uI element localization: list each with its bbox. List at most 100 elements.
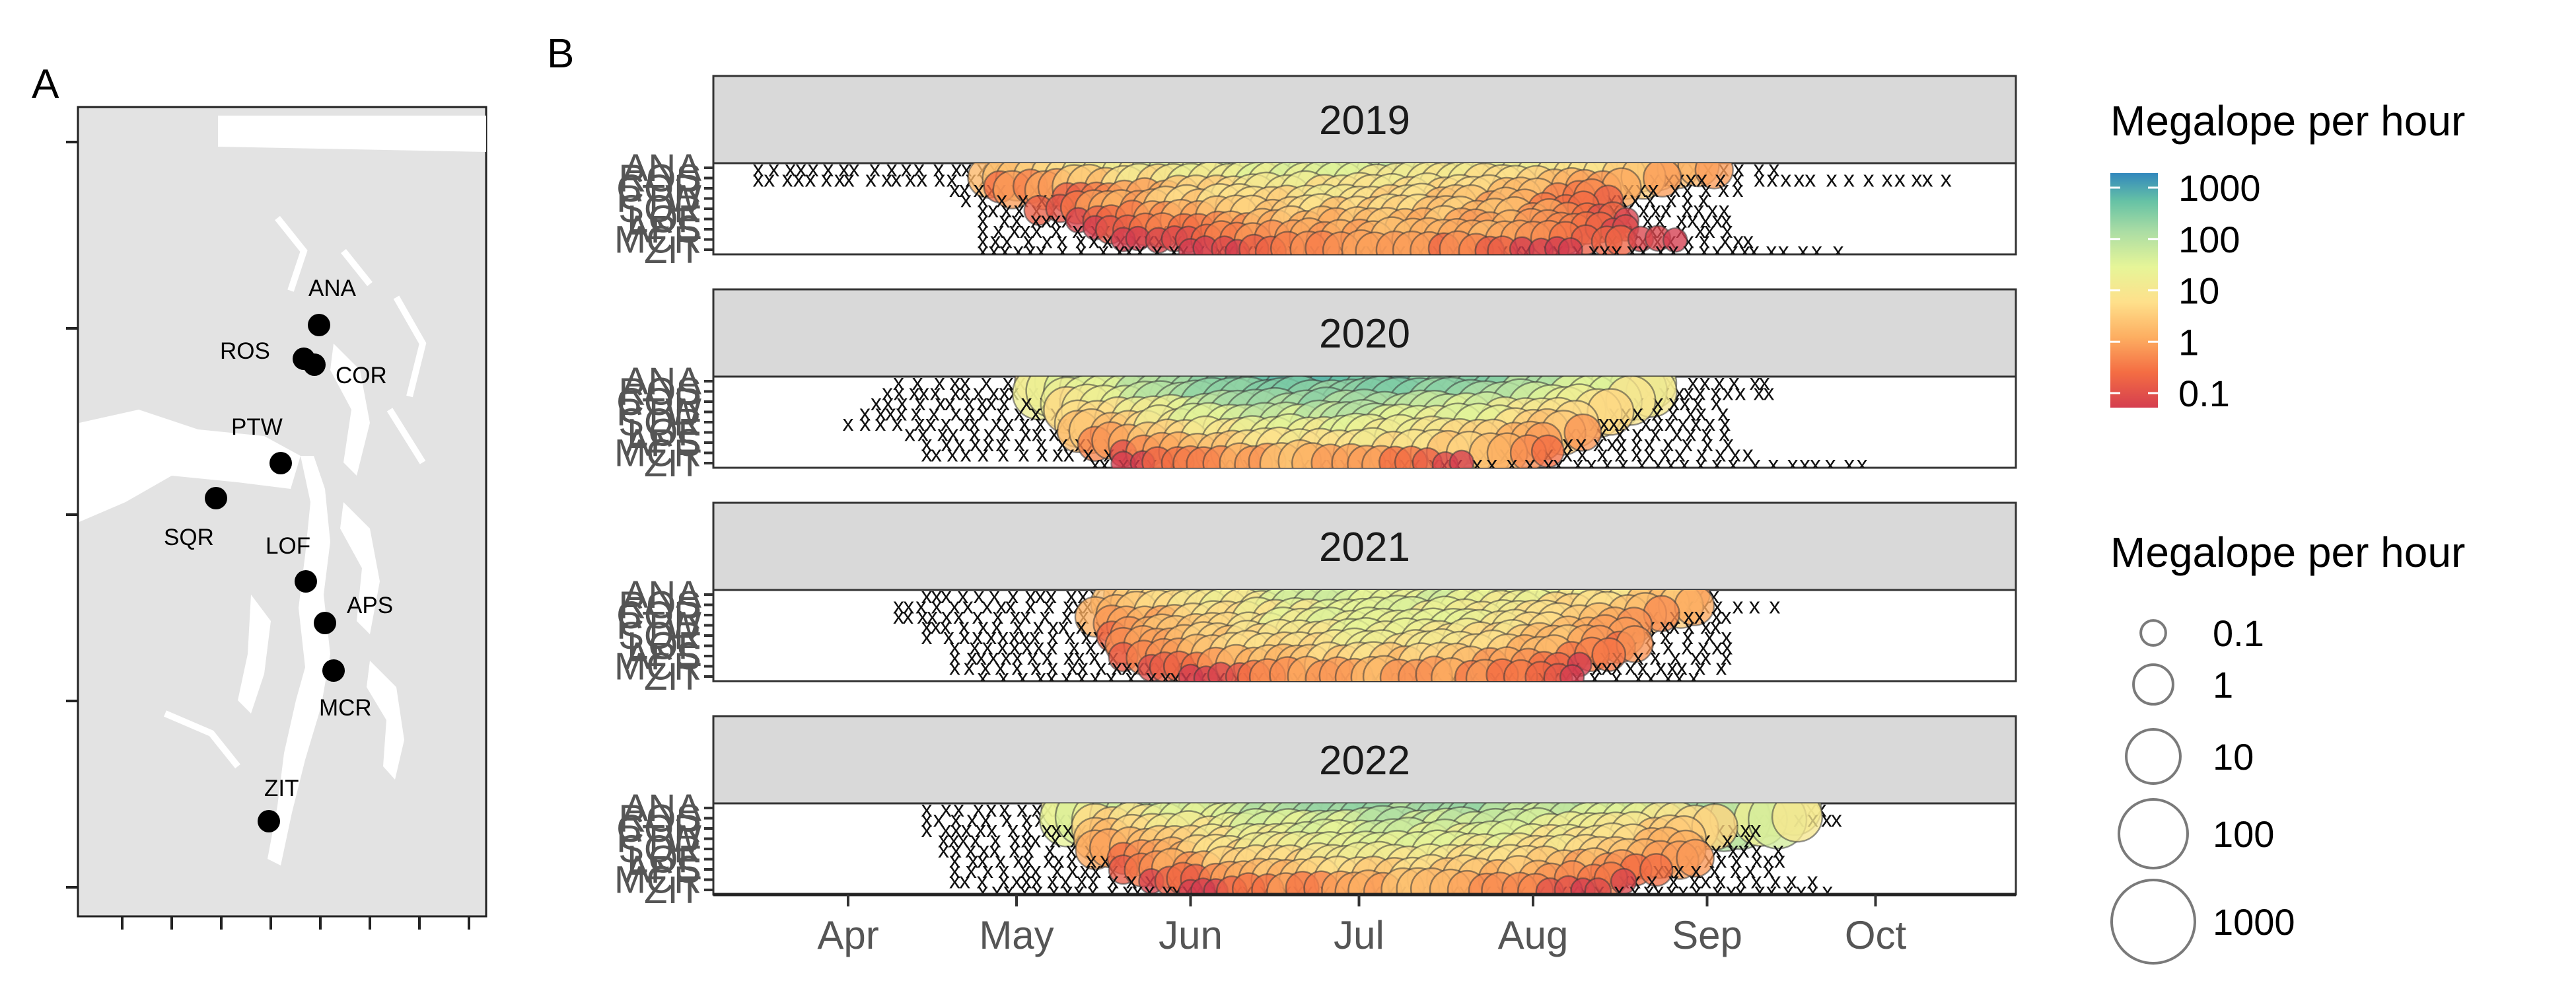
zero-marker: x — [985, 390, 997, 416]
zero-marker: x — [1682, 188, 1694, 213]
zero-marker: x — [959, 411, 970, 436]
y-tick-label: PTW — [616, 818, 701, 861]
zero-marker: x — [1719, 422, 1730, 447]
zero-marker: x — [960, 188, 972, 213]
zero-marker: x — [1696, 167, 1707, 192]
zero-marker: x — [1089, 645, 1100, 670]
zero-marker: x — [940, 817, 951, 842]
zero-marker: x — [1712, 879, 1723, 904]
zero-marker: x — [974, 583, 985, 608]
zero-marker: x — [1062, 879, 1073, 904]
zero-marker: x — [1047, 655, 1058, 680]
zero-marker: x — [1751, 869, 1762, 894]
zero-marker: x — [1044, 838, 1055, 863]
facet-title: 2019 — [1319, 98, 1410, 143]
site-marker-sqr — [205, 487, 227, 509]
zero-marker: x — [1005, 594, 1017, 619]
zero-marker: x — [1611, 655, 1622, 680]
color-legend-title: Megalope per hour — [2110, 97, 2465, 145]
facet-strip — [712, 715, 2017, 805]
map-y-ticks — [66, 141, 78, 889]
zero-marker: x — [1711, 208, 1723, 233]
zero-marker: x — [995, 431, 1007, 457]
zero-marker: x — [978, 401, 989, 426]
zero-marker: x — [947, 442, 958, 467]
zero-marker: x — [1586, 452, 1597, 477]
catch-bubble — [1591, 637, 1626, 673]
zero-marker: x — [999, 390, 1010, 416]
zero-marker: x — [1014, 401, 1025, 426]
zero-marker: x — [1064, 624, 1075, 649]
zero-marker: x — [1009, 838, 1020, 863]
zero-marker: x — [1722, 828, 1733, 853]
zero-marker: x — [1707, 198, 1718, 223]
zero-marker: x — [1722, 381, 1733, 406]
zero-marker: x — [1643, 879, 1655, 904]
zero-marker: x — [991, 879, 1003, 904]
site-marker-mcr — [322, 659, 345, 682]
y-tick-label: ROS — [618, 584, 701, 627]
zero-marker: x — [1042, 645, 1053, 670]
zero-marker: x — [1663, 431, 1674, 457]
zero-marker: x — [1047, 869, 1058, 894]
zero-marker: x — [930, 614, 941, 640]
zero-marker: x — [1736, 869, 1747, 894]
zero-marker: x — [978, 208, 989, 233]
zero-marker: x — [1030, 208, 1042, 233]
zero-marker: x — [1807, 869, 1818, 894]
zero-marker: x — [1653, 411, 1664, 436]
zero-marker: x — [989, 838, 1000, 863]
zero-marker: x — [1750, 452, 1761, 477]
size-legend-label: 10 — [2213, 736, 2254, 778]
zero-marker: x — [1666, 188, 1677, 213]
x-tick-label: Jun — [1159, 913, 1223, 957]
zero-marker: x — [764, 167, 775, 192]
zero-marker: x — [1766, 879, 1777, 904]
zero-marker: x — [892, 411, 903, 436]
zero-marker: x — [1060, 869, 1071, 894]
zero-marker: x — [1596, 442, 1608, 467]
y-tick-label: COR — [616, 594, 701, 637]
zero-marker: x — [977, 848, 988, 873]
site-label-sqr: SQR — [164, 525, 214, 550]
zero-marker: x — [1750, 370, 1761, 395]
zero-marker: x — [988, 239, 999, 264]
zero-marker: x — [921, 807, 933, 832]
zero-marker: x — [1701, 422, 1712, 447]
zero-marker: x — [1670, 177, 1681, 202]
zero-marker: x — [1614, 879, 1625, 904]
zero-marker: x — [980, 807, 991, 832]
zero-marker: x — [1719, 229, 1731, 254]
zero-marker: x — [1941, 167, 1952, 192]
zero-marker: x — [1832, 239, 1843, 264]
zero-marker: x — [950, 817, 962, 842]
zero-marker: x — [893, 604, 904, 629]
zero-marker: x — [1640, 411, 1651, 436]
zero-marker: x — [941, 797, 952, 822]
site-label-cor: COR — [336, 363, 387, 388]
site-marker-zit — [258, 810, 280, 832]
zero-marker: x — [1718, 177, 1729, 202]
zero-marker: x — [941, 583, 952, 608]
zero-marker: x — [1740, 817, 1751, 842]
zero-marker: x — [985, 624, 997, 649]
zero-marker: x — [1611, 665, 1622, 690]
zero-marker: x — [896, 401, 907, 426]
zero-marker: x — [978, 229, 989, 254]
zero-marker: x — [948, 828, 960, 853]
size-legend-circle — [2139, 619, 2167, 647]
zero-marker: x — [753, 157, 764, 182]
zero-marker: x — [1035, 665, 1046, 690]
y-tick-label: SQR — [618, 828, 701, 871]
zero-marker: x — [921, 442, 933, 467]
site-marker-ptw — [269, 452, 292, 474]
zero-marker: x — [1733, 177, 1744, 202]
zero-marker: x — [1575, 431, 1587, 457]
zero-marker: x — [1625, 655, 1636, 680]
zero-marker: x — [1742, 229, 1754, 254]
zero-marker: x — [978, 879, 989, 904]
zero-marker: x — [917, 422, 929, 447]
zero-marker: x — [1728, 452, 1739, 477]
zero-marker: x — [893, 594, 904, 619]
